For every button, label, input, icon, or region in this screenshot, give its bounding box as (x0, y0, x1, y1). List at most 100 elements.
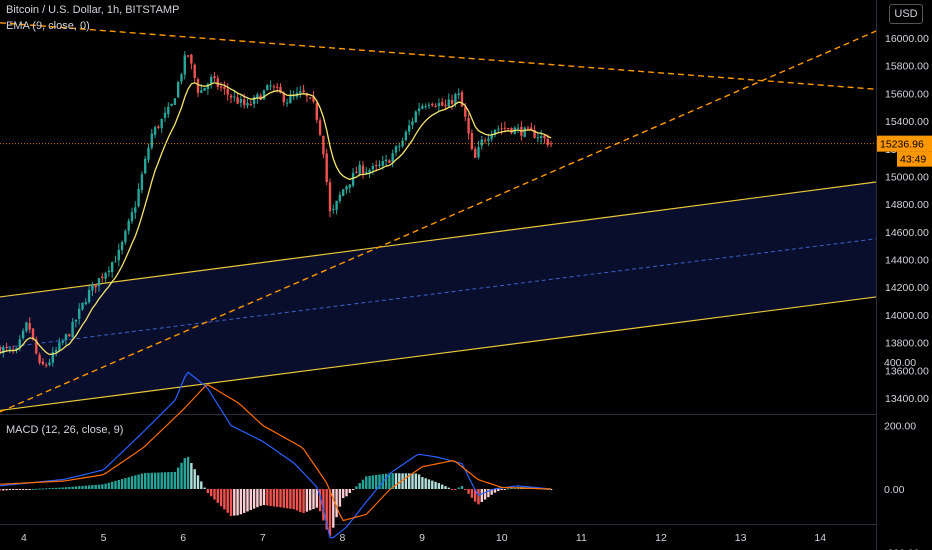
candle-body (503, 127, 507, 129)
macd-histogram-bar (226, 489, 229, 513)
candle-body (398, 145, 401, 147)
macd-histogram-bar (490, 489, 493, 495)
candle-body (223, 86, 226, 89)
macd-histogram-bar (266, 489, 269, 506)
candle-body (275, 86, 279, 88)
candle-body (51, 352, 54, 363)
candle-body (480, 139, 483, 146)
currency-button[interactable]: USD (889, 4, 923, 24)
candle-body (279, 86, 282, 93)
candle-body (229, 95, 233, 98)
macd-histogram-bar (259, 489, 262, 506)
macd-histogram-bar (434, 481, 437, 489)
candle-body (2, 347, 5, 353)
candle-body (424, 106, 427, 108)
candle-body (61, 340, 64, 343)
macd-histogram-bar (246, 489, 249, 512)
macd-histogram-bar (506, 488, 510, 490)
candle-body (239, 99, 243, 103)
macd-histogram-bar (384, 473, 388, 489)
macd-histogram-bar (332, 489, 335, 528)
macd-histogram-bar (368, 475, 371, 489)
candle-body (0, 346, 2, 353)
candles (0, 51, 553, 368)
candle-body (233, 96, 236, 98)
macd-histogram-bar (87, 485, 91, 489)
macd-tick-label: 0.00 (884, 484, 905, 496)
macd-histogram-bar (460, 485, 464, 489)
resistance-trendline (0, 22, 877, 90)
candle-body (28, 323, 31, 330)
macd-histogram-bar (71, 486, 74, 489)
macd-histogram-bar (407, 473, 411, 489)
candle-body (176, 81, 180, 98)
macd-histogram-bar (196, 475, 200, 489)
candle-body (500, 128, 503, 130)
macd-histogram-bar (64, 487, 68, 489)
macd-histogram-bar (11, 489, 15, 490)
macd-histogram-bar (206, 489, 210, 494)
candle-body (361, 165, 365, 175)
channel-middle-line (0, 238, 877, 349)
macd-histogram-bar (233, 489, 236, 516)
macd-histogram-bar (483, 489, 487, 500)
macd-histogram-bar (424, 478, 427, 489)
macd-histogram-bar (371, 475, 375, 489)
candle-body (434, 105, 437, 107)
price-tick-label: 14000.00 (885, 310, 929, 322)
macd-histogram-bar (120, 479, 124, 489)
candle-body (483, 140, 487, 142)
chart-title: Bitcoin / U.S. Dollar, 1h, BITSTAMP (6, 4, 180, 16)
candle-body (533, 129, 536, 138)
candle-body (44, 364, 48, 366)
candle-body (477, 146, 480, 158)
macd-histogram-bar (302, 489, 305, 513)
macd-histogram-bar (272, 489, 276, 507)
macd-histogram-bar (295, 489, 299, 511)
candle-body (157, 126, 160, 128)
price-tick-label: 15000.00 (885, 171, 929, 183)
macd-histogram-bar (477, 489, 480, 505)
candle-body (87, 289, 91, 303)
macd-histogram-bar (101, 484, 104, 489)
candle-body (21, 330, 25, 339)
macd-histogram-bar (411, 473, 414, 489)
candle-body (318, 120, 322, 135)
macd-histogram-bar (216, 489, 219, 503)
candle-body (530, 127, 533, 131)
macd-histogram-bar (242, 489, 246, 513)
macd-histogram-bar (391, 473, 394, 489)
candle-body (236, 97, 239, 104)
candle-body (101, 276, 104, 279)
candle-body (94, 284, 97, 288)
macd-histogram-bar (503, 489, 507, 490)
candle-body (447, 99, 450, 107)
candle-body (5, 346, 8, 348)
candle-body (190, 54, 193, 64)
time-tick-label: 6 (180, 532, 186, 544)
macd-histogram-bar (401, 473, 404, 489)
candle-body (213, 76, 216, 79)
candle-body (365, 171, 368, 174)
macd-histogram-bar (200, 481, 203, 489)
macd-histogram (0, 456, 553, 536)
macd-histogram-bar (444, 486, 447, 489)
macd-histogram-bar (404, 473, 408, 489)
candle-body (470, 132, 474, 150)
candle-body (107, 270, 111, 273)
candle-body (269, 85, 272, 87)
candle-body (332, 208, 335, 210)
macd-histogram-bar (143, 473, 147, 489)
macd-histogram-bar (289, 489, 292, 509)
time-tick-label: 8 (340, 532, 346, 544)
macd-histogram-bar (38, 488, 41, 490)
candle-body (209, 76, 213, 84)
candle-body (302, 90, 305, 93)
macd-histogram-bar (157, 472, 160, 489)
candle-body (74, 320, 78, 322)
macd-histogram-bar (137, 474, 140, 489)
macd-histogram-bar (487, 489, 490, 498)
candle-body (355, 171, 358, 174)
candle-body (543, 135, 546, 139)
